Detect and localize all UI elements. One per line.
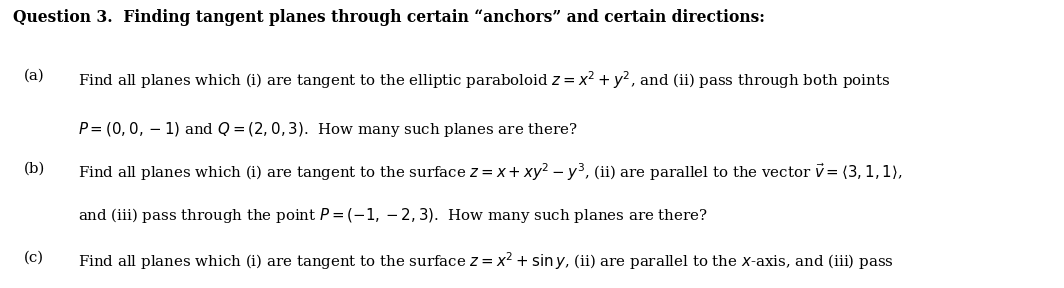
Text: (c): (c): [23, 251, 44, 265]
Text: (a): (a): [23, 69, 44, 83]
Text: Find all planes which (i) are tangent to the elliptic paraboloid $z = x^2 + y^2$: Find all planes which (i) are tangent to…: [78, 69, 890, 91]
Text: Find all planes which (i) are tangent to the surface $z = x^2 + \sin y$, (ii) ar: Find all planes which (i) are tangent to…: [78, 251, 894, 272]
Text: Question 3.  Finding tangent planes through certain “anchors” and certain direct: Question 3. Finding tangent planes throu…: [13, 9, 765, 26]
Text: $P = (0, 0, -1)$ and $Q = (2, 0, 3)$.  How many such planes are there?: $P = (0, 0, -1)$ and $Q = (2, 0, 3)$. Ho…: [78, 120, 578, 139]
Text: and (iii) pass through the point $P = (-1, -2, 3)$.  How many such planes are th: and (iii) pass through the point $P = (-…: [78, 206, 708, 225]
Text: (b): (b): [23, 161, 45, 175]
Text: Find all planes which (i) are tangent to the surface $z = x + xy^2 - y^3$, (ii) : Find all planes which (i) are tangent to…: [78, 161, 902, 183]
